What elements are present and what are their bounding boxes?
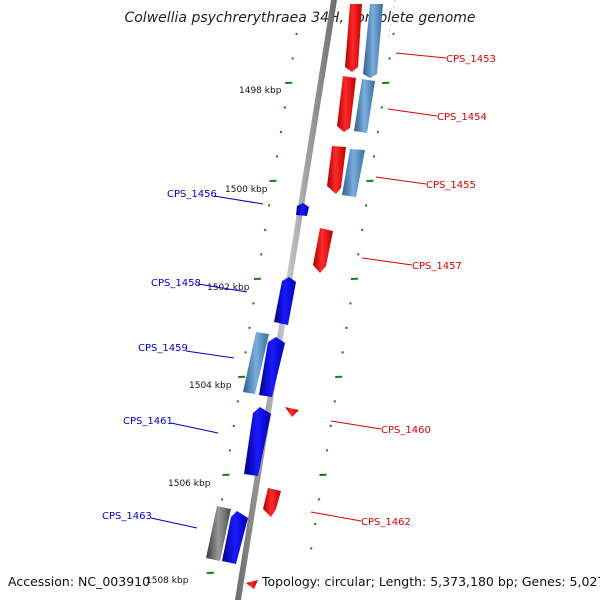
gene-cps-1459-arrow[interactable] (259, 337, 285, 397)
gene-cps-1460-arrow[interactable] (285, 407, 299, 417)
gene-label-cps-1456[interactable]: CPS_1456 (167, 189, 217, 200)
footer-accession-bg (0, 571, 146, 593)
label-leader-lines (150, 52, 447, 529)
gene-cps-1454-steel-arrow[interactable] (354, 79, 375, 133)
footer-accession: Accession: NC_003910 (8, 574, 150, 589)
gene-label-cps-1463[interactable]: CPS_1463 (102, 511, 152, 522)
gene-cps-1453-steel-arrow[interactable] (363, 4, 383, 78)
gene-label-cps-1459[interactable]: CPS_1459 (138, 343, 188, 354)
gene-label-cps-1458[interactable]: CPS_1458 (151, 278, 201, 289)
footer-topology: Topology: circular; Length: 5,373,180 bp… (261, 574, 600, 589)
gene-cps-1458-arrow[interactable] (274, 277, 296, 325)
gene-labels: CPS_1453 CPS_1454 CPS_1455 CPS_1456 CPS_… (102, 54, 496, 528)
gene-features (206, 4, 383, 589)
gene-label-cps-1457[interactable]: CPS_1457 (412, 261, 462, 272)
gene-bottom-arrow[interactable] (246, 580, 258, 589)
gene-label-cps-1461[interactable]: CPS_1461 (123, 416, 173, 427)
gene-cps-1455-steel-arrow[interactable] (342, 149, 365, 197)
gene-cps-1454-arrow[interactable] (337, 76, 356, 132)
kbp-label: 1498 kbp (239, 86, 282, 96)
gene-cps-1456-arrow[interactable] (296, 203, 309, 216)
gene-label-cps-1455[interactable]: CPS_1455 (426, 180, 476, 191)
gene-cps-1455-arrow[interactable] (327, 146, 346, 194)
map-title: Colwellia psychrerythraea 34H, complete … (124, 10, 475, 26)
gene-label-cps-1453[interactable]: CPS_1453 (446, 54, 496, 65)
gene-cps-1459-steel-arrow[interactable] (243, 332, 269, 394)
gene-cps-1462-arrow[interactable] (263, 488, 281, 517)
kbp-label: 1502 kbp (207, 283, 250, 293)
kbp-labels: 1498 kbp 1500 kbp 1502 kbp 1504 kbp 1506… (146, 86, 282, 586)
footer-topology-bg (258, 571, 592, 593)
kbp-label: 1506 kbp (168, 479, 211, 489)
gene-cps-1453-arrow[interactable] (345, 4, 362, 72)
gene-label-cps-1462[interactable]: CPS_1462 (361, 517, 411, 528)
kbp-label: 1500 kbp (225, 185, 268, 195)
outer-track-border (387, 0, 396, 41)
gene-label-cps-1460[interactable]: CPS_1460 (381, 425, 431, 436)
kbp-label: 1508 kbp (146, 576, 189, 586)
gene-label-cps-1454[interactable]: CPS_1454 (437, 112, 487, 123)
gene-cps-1461-arrow[interactable] (244, 407, 271, 476)
gene-cps-1463-arrow[interactable] (222, 511, 248, 564)
kbp-label: 1504 kbp (189, 381, 232, 391)
gene-cps-1457-arrow[interactable] (313, 228, 333, 273)
gene-cps-1463-gray-arrow[interactable] (206, 506, 231, 561)
